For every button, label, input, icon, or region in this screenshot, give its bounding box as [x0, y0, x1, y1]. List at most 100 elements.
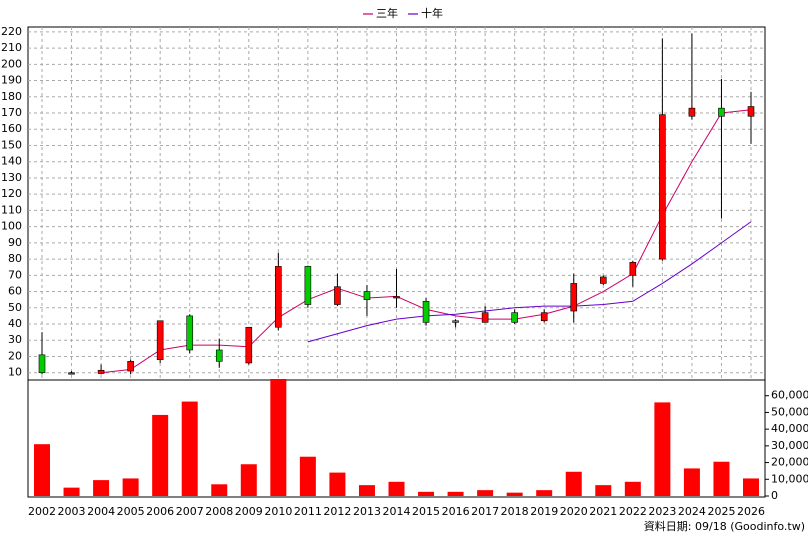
x-tick-label: 2021: [589, 505, 617, 518]
candle-body: [747, 106, 755, 117]
x-tick-label: 2025: [707, 505, 735, 518]
y-tick-label: 140: [1, 155, 22, 168]
x-tick-label: 2012: [323, 505, 351, 518]
y-tick-label: 220: [1, 25, 22, 38]
x-tick-label: 2004: [87, 505, 115, 518]
candle-body: [245, 326, 253, 364]
volume-bar: [240, 464, 257, 496]
x-tick-label: 2005: [117, 505, 145, 518]
candle-body: [629, 262, 637, 276]
candle-body: [599, 276, 607, 284]
x-tick-label: 2014: [383, 505, 411, 518]
y2-tick-label: 10,000: [771, 472, 808, 485]
y2-tick-label: 0: [771, 489, 778, 502]
x-tick-label: 2024: [678, 505, 706, 518]
candle-body: [186, 315, 194, 351]
x-tick-label: 2019: [530, 505, 558, 518]
candle-body: [659, 114, 666, 260]
volume-bar: [181, 401, 198, 496]
candle-body: [68, 372, 75, 375]
y-tick-label: 80: [8, 252, 22, 265]
y-tick-label: 30: [8, 333, 22, 346]
volume-bar: [683, 468, 700, 496]
volume-bar: [713, 461, 730, 496]
y2-tick-label: 50,000: [771, 405, 808, 418]
x-tick-label: 2002: [28, 505, 56, 518]
y-tick-label: 210: [1, 41, 22, 54]
x-tick-label: 2006: [146, 505, 174, 518]
candle-body: [363, 291, 371, 300]
candle-body: [275, 266, 282, 328]
y2-tick-label: 20,000: [771, 456, 808, 469]
y-tick-label: 90: [8, 236, 22, 249]
x-tick-label: 2010: [264, 505, 292, 518]
x-tick-label: 2020: [560, 505, 588, 518]
volume-bar: [122, 478, 139, 496]
volume-bar: [624, 481, 641, 496]
y-tick-label: 20: [8, 349, 22, 362]
y-tick-label: 70: [8, 268, 22, 281]
candle-body: [97, 369, 105, 374]
y-tick-label: 60: [8, 285, 22, 298]
y-tick-label: 50: [8, 301, 22, 314]
x-tick-label: 2018: [501, 505, 529, 518]
volume-bar: [743, 478, 759, 496]
x-tick-label: 2008: [205, 505, 233, 518]
y2-tick-label: 40,000: [771, 422, 808, 435]
x-tick-label: 2015: [412, 505, 440, 518]
volume-bar: [536, 490, 553, 496]
volume-bar: [595, 485, 612, 496]
y2-tick-label: 30,000: [771, 439, 808, 452]
candle-body: [481, 312, 489, 323]
ma-line: [307, 221, 752, 343]
x-tick-label: 2011: [294, 505, 322, 518]
x-tick-label: 2023: [648, 505, 676, 518]
candle-body: [38, 354, 46, 373]
volume-bar: [358, 485, 375, 496]
y-tick-label: 130: [1, 171, 22, 184]
candle-body: [540, 312, 548, 322]
candle-body: [215, 349, 223, 362]
volume-bar: [152, 414, 169, 496]
y-tick-label: 120: [1, 187, 22, 200]
candle-body: [156, 320, 164, 361]
candle-body: [422, 300, 430, 323]
volume-bar: [329, 472, 346, 496]
footer: 資料日期: 09/18 (Goodinfo.tw): [644, 519, 805, 533]
volume-bar: [654, 402, 671, 496]
y-tick-label: 150: [1, 138, 22, 151]
y-tick-label: 170: [1, 106, 22, 119]
y-tick-label: 160: [1, 122, 22, 135]
y2-tick-label: 60,000: [771, 389, 808, 402]
candle-body: [570, 283, 578, 312]
volume-bar: [388, 481, 405, 496]
y-tick-label: 40: [8, 317, 22, 330]
y-tick-label: 200: [1, 57, 22, 70]
volume-bar: [299, 456, 316, 496]
candle-body: [393, 296, 400, 299]
volume-bar: [447, 491, 464, 496]
candle-body: [334, 286, 341, 305]
candle-body: [688, 107, 696, 117]
y-tick-label: 180: [1, 90, 22, 103]
volume-bar: [477, 490, 494, 496]
y-tick-label: 110: [1, 203, 22, 216]
y-tick-label: 190: [1, 74, 22, 87]
volume-bar: [506, 492, 523, 496]
x-tick-label: 2007: [176, 505, 204, 518]
candle-body: [511, 312, 518, 323]
volume-bar: [211, 484, 228, 496]
candle-body: [452, 320, 459, 323]
volume-bar: [270, 379, 287, 496]
x-tick-label: 2017: [471, 505, 499, 518]
y-tick-label: 100: [1, 220, 22, 233]
x-tick-label: 2026: [737, 505, 765, 518]
candle-body: [718, 107, 725, 117]
x-tick-label: 2009: [235, 505, 263, 518]
legend-label: 十年: [421, 6, 443, 20]
x-tick-label: 2022: [619, 505, 647, 518]
volume-bar: [418, 491, 435, 496]
candle-body: [127, 361, 134, 372]
candle-body: [304, 266, 312, 305]
